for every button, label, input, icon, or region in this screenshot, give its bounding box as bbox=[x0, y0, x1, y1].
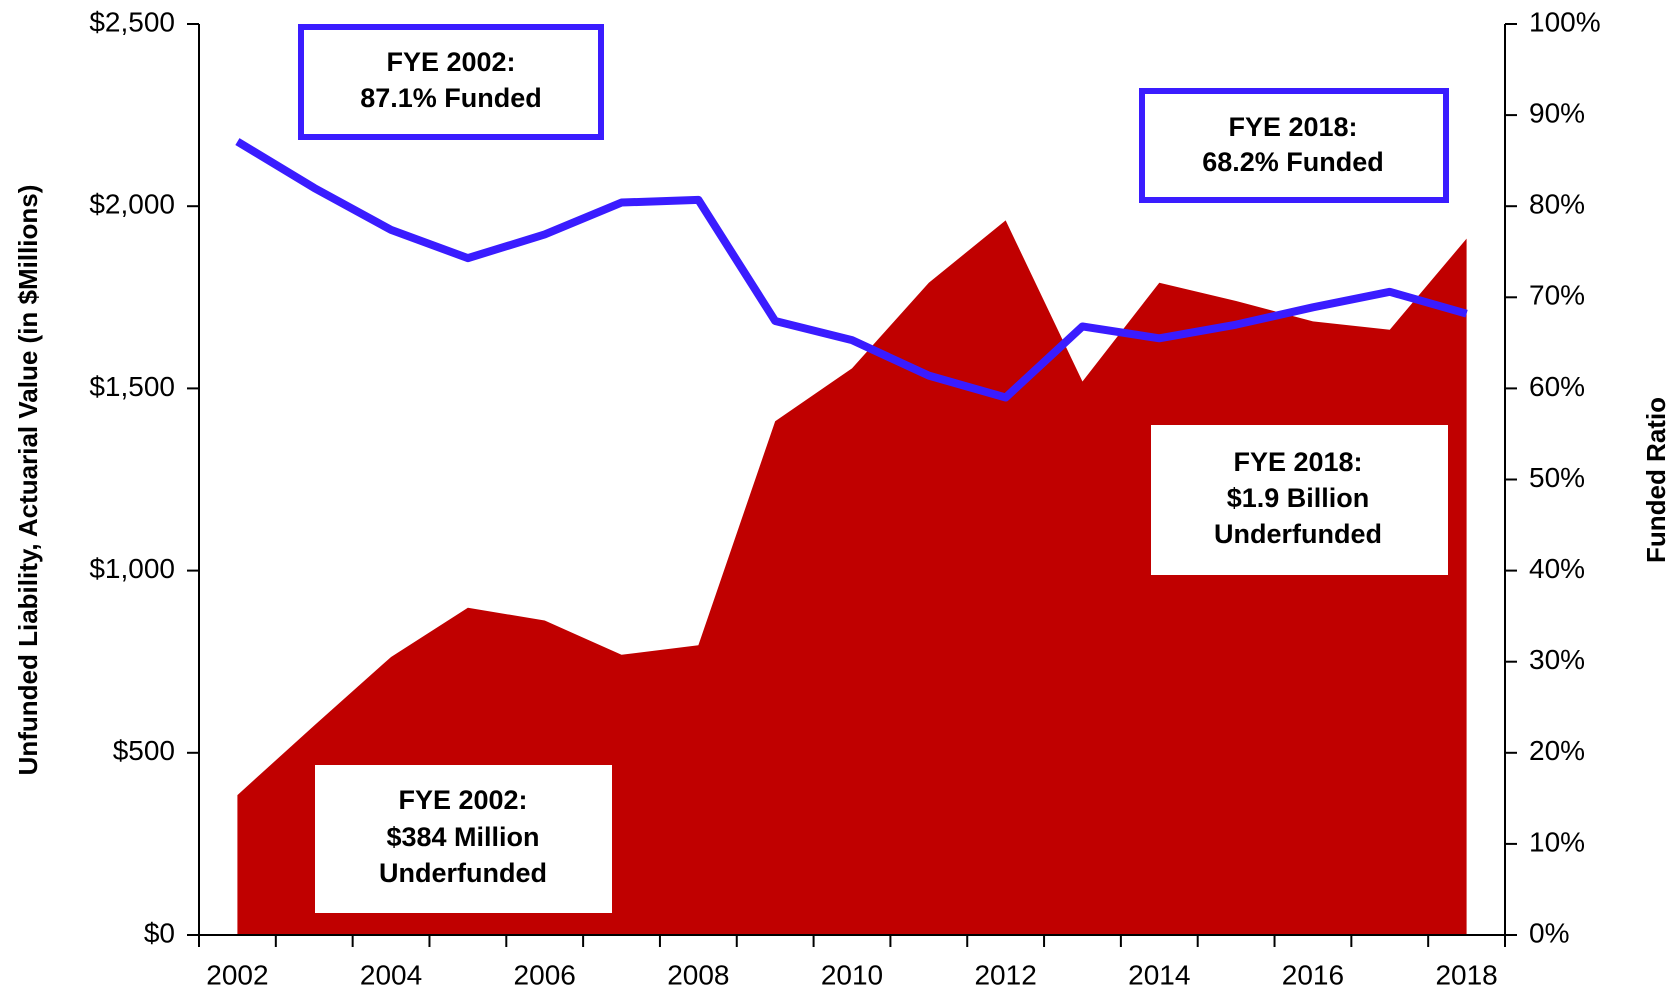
x-tick-label: 2006 bbox=[514, 959, 576, 990]
y2-tick-label: 20% bbox=[1529, 735, 1585, 766]
line-layer bbox=[235, 138, 1468, 402]
annotation-text: FYE 2002: bbox=[398, 785, 527, 815]
annotation-text: Underfunded bbox=[379, 858, 547, 888]
y-axis-title: Unfunded Liability, Actuarial Value (in … bbox=[13, 185, 43, 776]
annotation-text: Underfunded bbox=[1214, 519, 1382, 549]
x-tick-label: 2012 bbox=[974, 959, 1036, 990]
x-tick-label: 2008 bbox=[667, 959, 729, 990]
line bbox=[235, 138, 1468, 402]
x-tick-label: 2010 bbox=[821, 959, 883, 990]
y2-tick-label: 60% bbox=[1529, 371, 1585, 402]
annotation-box bbox=[1139, 88, 1449, 203]
annotation-box bbox=[1151, 425, 1448, 575]
annotation-box bbox=[315, 765, 612, 913]
y-tick-label: $2,500 bbox=[89, 6, 175, 37]
x-tick-label: 2016 bbox=[1282, 959, 1344, 990]
annotation-text: FYE 2018: bbox=[1233, 447, 1362, 477]
plot-marks bbox=[237, 220, 1467, 935]
annotation-text: $1.9 Billion bbox=[1227, 483, 1370, 513]
y-tick-label: $500 bbox=[113, 735, 175, 766]
axis-layer: $0 $500 $1,000 $1,500 $2,000 $2,500 0% 10% 20% 30… bbox=[89, 6, 1600, 990]
y-tick-label: $0 bbox=[144, 917, 175, 948]
annotation-text: 87.1% Funded bbox=[360, 83, 542, 113]
y-tick-label: $2,000 bbox=[89, 189, 175, 220]
annotations: FYE 2002: 87.1% Funded FYE 2018: 68.2% F… bbox=[298, 24, 1449, 913]
annotation-text: $384 Million bbox=[386, 822, 539, 852]
y2-tick-label: 0% bbox=[1529, 917, 1569, 948]
y2-tick-label: 70% bbox=[1529, 280, 1585, 311]
x-tick-label: 2014 bbox=[1128, 959, 1190, 990]
y2-tick-label: 100% bbox=[1529, 6, 1601, 37]
y2-tick-label: 90% bbox=[1529, 97, 1585, 128]
y-tick-label: $1,000 bbox=[89, 553, 175, 584]
y2-tick-label: 30% bbox=[1529, 644, 1585, 675]
annotation-box bbox=[298, 24, 604, 140]
y2-tick-label: 10% bbox=[1529, 826, 1585, 857]
y2-tick-label: 50% bbox=[1529, 462, 1585, 493]
x-tick-label: 2018 bbox=[1435, 959, 1497, 990]
y2-tick-label: 40% bbox=[1529, 553, 1585, 584]
x-tick-label: 2004 bbox=[360, 959, 422, 990]
area bbox=[237, 220, 1467, 935]
annotation-text: 68.2% Funded bbox=[1202, 147, 1384, 177]
annotation-text: FYE 2002: bbox=[386, 47, 515, 77]
annotation-text: FYE 2018: bbox=[1228, 112, 1357, 142]
x-tick-label: 2002 bbox=[206, 959, 268, 990]
y2-axis-title: Funded Ratio bbox=[1641, 397, 1671, 563]
y-tick-label: $1,500 bbox=[89, 371, 175, 402]
y2-tick-label: 80% bbox=[1529, 189, 1585, 220]
